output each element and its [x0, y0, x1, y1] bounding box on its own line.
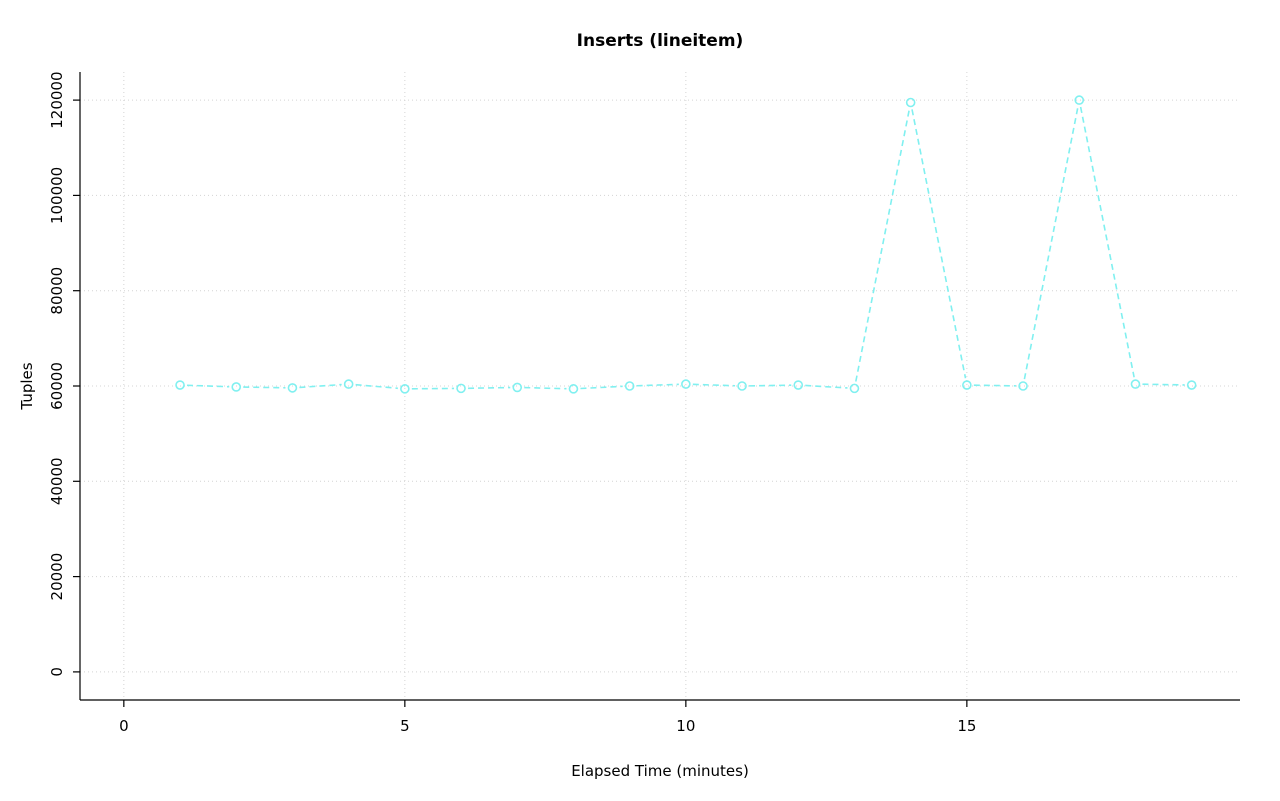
data-point-marker — [1186, 380, 1197, 390]
series-line-segment — [1079, 106, 1135, 378]
data-point-marker — [681, 379, 691, 389]
x-tick-label: 0 — [119, 717, 129, 735]
data-point-marker — [905, 97, 916, 108]
data-point-marker — [287, 383, 298, 393]
y-tick-label: 120000 — [48, 71, 66, 128]
y-tick-label: 0 — [48, 667, 66, 677]
data-point-marker — [737, 381, 747, 391]
data-point-marker — [1074, 95, 1085, 105]
series-line-segment — [580, 385, 623, 390]
series-line-segment — [749, 384, 792, 387]
y-tick-label: 60000 — [48, 362, 66, 410]
data-point-marker — [175, 380, 185, 390]
series-line-segment — [911, 109, 967, 379]
chart-title: Inserts (lineitem) — [576, 31, 744, 51]
series-line-segment — [468, 386, 511, 390]
x-axis-label: Elapsed Time (minutes) — [571, 762, 749, 780]
series-line-segment — [187, 384, 230, 388]
series-line-segment — [524, 386, 567, 390]
series-line-segment — [692, 383, 736, 387]
data-point-marker — [512, 382, 523, 393]
series-line-segment — [1142, 383, 1185, 386]
data-point-marker — [793, 380, 804, 390]
data-point-marker — [1018, 381, 1028, 391]
y-axis-label-text: Tuples — [18, 362, 36, 410]
data-point-marker — [624, 381, 635, 391]
data-point-marker — [1130, 379, 1141, 389]
data-point-marker — [849, 383, 860, 394]
y-tick-label: 20000 — [48, 553, 66, 601]
series-line-segment — [805, 384, 848, 389]
x-tick-label: 10 — [676, 717, 695, 735]
x-tick-label: 15 — [957, 717, 976, 735]
y-tick-label: 40000 — [48, 457, 66, 505]
series-line-segment — [243, 386, 286, 389]
series-line-segment — [1023, 106, 1079, 380]
series-line-segment — [299, 383, 342, 389]
series-line-segment — [355, 383, 398, 390]
y-tick-label: 100000 — [48, 167, 66, 224]
series-line-segment — [973, 384, 1017, 387]
series-line-segment — [636, 383, 679, 387]
data-point-marker — [456, 383, 466, 394]
data-point-marker — [962, 380, 972, 390]
data-point-marker — [568, 384, 579, 394]
series-line-segment — [855, 109, 911, 382]
data-point-marker — [343, 379, 354, 389]
data-point-marker — [231, 382, 242, 392]
y-tick-label: 80000 — [48, 267, 66, 315]
x-tick-label: 5 — [400, 717, 410, 735]
data-point-marker — [400, 384, 410, 394]
